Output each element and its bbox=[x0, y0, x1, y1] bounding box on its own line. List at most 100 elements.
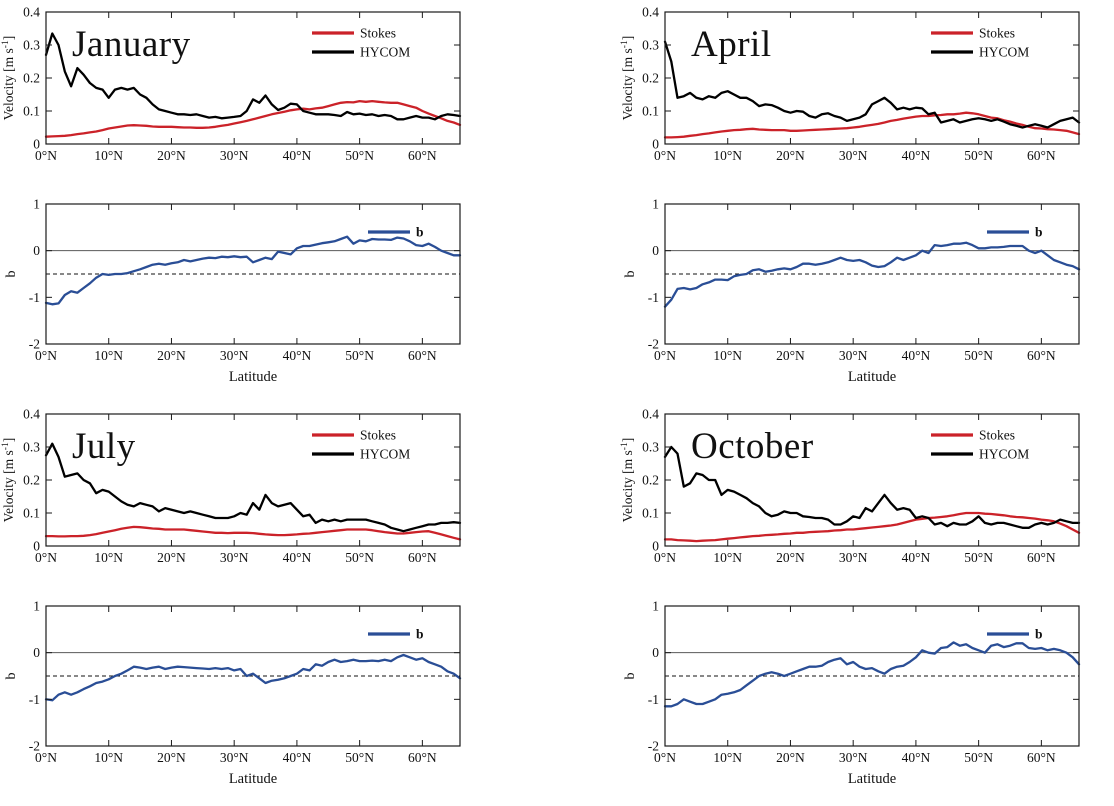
legend-label-stokes: Stokes bbox=[360, 428, 396, 443]
y-axis-label: b bbox=[623, 673, 638, 680]
y-axis-label: Velocity [m s-1] bbox=[620, 438, 635, 522]
y-tick-label: 1 bbox=[33, 599, 40, 614]
y-tick-label: 0.1 bbox=[23, 104, 40, 119]
x-tick-label: 10°N bbox=[94, 750, 123, 765]
y-tick-label: 0.4 bbox=[642, 407, 659, 422]
chart-july-velocity: 0°N 10°N 20°N 30°N 40°N 50°N 60°N 0 0.1 0.2 0.3 0.4… bbox=[1, 407, 462, 565]
x-tick-label: 60°N bbox=[1027, 550, 1056, 565]
x-axis-label: Latitude bbox=[229, 369, 277, 385]
series-line-hycom bbox=[663, 445, 1081, 529]
series-line-stokes bbox=[663, 511, 1081, 543]
y-axis-label: b bbox=[4, 673, 19, 680]
x-tick-label: 30°N bbox=[839, 348, 868, 363]
y-axis-label: Velocity [m s-1] bbox=[1, 438, 16, 522]
y-tick-label: -1 bbox=[29, 290, 40, 305]
x-tick-label: 60°N bbox=[408, 550, 437, 565]
legend-label-hycom: HYCOM bbox=[360, 447, 410, 462]
x-tick-label: 30°N bbox=[839, 148, 868, 163]
x-tick-label: 40°N bbox=[283, 348, 312, 363]
x-tick-label: 0°N bbox=[654, 348, 676, 363]
series-line-b bbox=[44, 653, 462, 702]
x-tick-label: 30°N bbox=[220, 348, 249, 363]
x-tick-label: 0°N bbox=[35, 550, 57, 565]
axis-box bbox=[664, 203, 1080, 345]
x-tick-label: 60°N bbox=[408, 750, 437, 765]
y-tick-label: -2 bbox=[29, 739, 40, 754]
panel-april: 0°N 10°N 20°N 30°N 40°N 50°N 60°N 0 0.1 0.2 0.3 0.4… bbox=[557, 4, 1114, 394]
panel-october: 0°N 10°N 20°N 30°N 40°N 50°N 60°N 0 0.1 0.2 0.3 0.4… bbox=[557, 406, 1114, 796]
y-tick-label: -2 bbox=[648, 337, 659, 352]
x-tick-label: 60°N bbox=[408, 348, 437, 363]
legend: b bbox=[987, 225, 1043, 240]
y-tick-label: 1 bbox=[652, 197, 659, 212]
series-line-stokes bbox=[44, 525, 462, 541]
y-tick-label: 0.4 bbox=[23, 5, 40, 20]
y-tick-label: 0 bbox=[652, 137, 659, 152]
x-tick-label: 0°N bbox=[35, 148, 57, 163]
y-tick-label: 1 bbox=[33, 197, 40, 212]
x-tick-label: 40°N bbox=[902, 148, 931, 163]
x-axis-label: Latitude bbox=[848, 771, 896, 787]
chart-october-velocity: 0°N 10°N 20°N 30°N 40°N 50°N 60°N 0 0.1 0.2 0.3 0.4… bbox=[620, 407, 1081, 565]
x-tick-label: 40°N bbox=[902, 550, 931, 565]
axis-box bbox=[664, 605, 1080, 747]
x-tick-label: 30°N bbox=[220, 750, 249, 765]
series-line-hycom bbox=[663, 40, 1081, 129]
y-tick-label: 0 bbox=[652, 645, 659, 660]
y-axis-label: Velocity [m s-1] bbox=[620, 36, 635, 120]
chart-july-b: 0°N 10°N 20°N 30°N 40°N 50°N 60°N -2 -1 0 1 b Latitu… bbox=[4, 599, 462, 787]
legend-label-stokes: Stokes bbox=[360, 26, 396, 41]
series-line-b bbox=[663, 241, 1081, 308]
y-tick-label: -1 bbox=[29, 692, 40, 707]
y-axis-label: b bbox=[4, 271, 19, 278]
y-tick-label: 0 bbox=[652, 243, 659, 258]
chart-april-velocity: 0°N 10°N 20°N 30°N 40°N 50°N 60°N 0 0.1 0.2 0.3 0.4… bbox=[620, 5, 1081, 163]
axis-box bbox=[45, 605, 461, 747]
legend-label-b: b bbox=[416, 225, 424, 240]
x-tick-label: 50°N bbox=[345, 148, 374, 163]
legend-label-hycom: HYCOM bbox=[360, 45, 410, 60]
chart-january-velocity: 0°N 10°N 20°N 30°N 40°N 50°N 60°N 0 0.1 0.2 0.3 0.4… bbox=[1, 5, 462, 163]
legend-label-b: b bbox=[1035, 225, 1043, 240]
y-tick-label: 0 bbox=[652, 539, 659, 554]
x-tick-label: 60°N bbox=[408, 148, 437, 163]
y-tick-label: 0.1 bbox=[642, 506, 659, 521]
x-tick-label: 10°N bbox=[713, 550, 742, 565]
y-tick-label: 1 bbox=[652, 599, 659, 614]
x-tick-label: 10°N bbox=[713, 750, 742, 765]
x-tick-label: 10°N bbox=[713, 348, 742, 363]
x-tick-label: 0°N bbox=[654, 750, 676, 765]
y-tick-label: 0.4 bbox=[642, 5, 659, 20]
y-tick-label: -1 bbox=[648, 692, 659, 707]
x-tick-label: 40°N bbox=[902, 348, 931, 363]
x-tick-label: 10°N bbox=[94, 550, 123, 565]
legend: b bbox=[368, 225, 424, 240]
x-axis-label: Latitude bbox=[229, 771, 277, 787]
series-line-hycom bbox=[44, 442, 462, 533]
x-tick-label: 40°N bbox=[902, 750, 931, 765]
series-line-stokes bbox=[44, 99, 462, 138]
legend: b bbox=[987, 627, 1043, 642]
chart-january-b: 0°N 10°N 20°N 30°N 40°N 50°N 60°N -2 -1 0 1 b Latitu… bbox=[4, 197, 462, 385]
y-axis-label: Velocity [m s-1] bbox=[1, 36, 16, 120]
y-tick-label: 0 bbox=[33, 137, 40, 152]
y-tick-label: 0.2 bbox=[23, 473, 40, 488]
x-tick-label: 40°N bbox=[283, 148, 312, 163]
y-tick-label: -2 bbox=[648, 739, 659, 754]
x-tick-label: 50°N bbox=[345, 348, 374, 363]
month-title: January bbox=[72, 24, 191, 65]
y-tick-label: 0.1 bbox=[642, 104, 659, 119]
x-tick-label: 30°N bbox=[839, 550, 868, 565]
legend: Stokes HYCOM bbox=[312, 26, 410, 60]
legend-label-hycom: HYCOM bbox=[979, 45, 1029, 60]
legend-label-stokes: Stokes bbox=[979, 26, 1015, 41]
x-tick-label: 20°N bbox=[776, 148, 805, 163]
x-tick-label: 50°N bbox=[964, 148, 993, 163]
x-tick-label: 50°N bbox=[964, 750, 993, 765]
x-tick-label: 50°N bbox=[345, 550, 374, 565]
series-line-b bbox=[663, 641, 1081, 708]
x-tick-label: 20°N bbox=[157, 148, 186, 163]
legend: b bbox=[368, 627, 424, 642]
x-tick-label: 20°N bbox=[157, 750, 186, 765]
y-axis-label: b bbox=[623, 271, 638, 278]
